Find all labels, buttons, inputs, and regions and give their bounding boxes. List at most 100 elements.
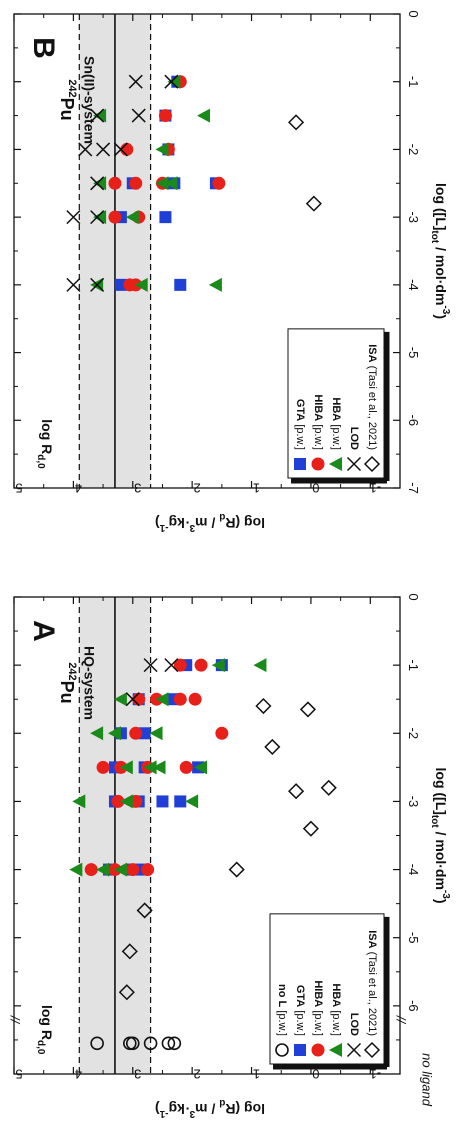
point-x [90, 210, 105, 225]
legend-name: HIBA [312, 980, 324, 1007]
series-hba [69, 658, 267, 877]
y-axis-title-sup2: -1 [159, 522, 168, 533]
series-hiba [84, 658, 229, 877]
panel-letter: A [27, 620, 60, 642]
point-circle [173, 692, 187, 706]
y-tick-label: 1 [253, 480, 260, 495]
point-diamond [299, 701, 317, 718]
point-x [113, 142, 128, 157]
point-x [346, 1042, 362, 1058]
y-axis-title-sub: d [219, 1097, 225, 1108]
y-tick-label: 0 [312, 1066, 319, 1081]
legend-name: GTA [294, 985, 306, 1007]
legend-label: HBA [p.w.] [330, 983, 342, 1036]
x-axis-title-sup: -3 [440, 890, 451, 899]
point-triangle [211, 658, 225, 673]
point-circle [120, 142, 134, 156]
isotope-label: 242Pu [57, 79, 78, 120]
point-square [159, 211, 172, 224]
legend-label: LOD [348, 1013, 360, 1036]
point-triangle [125, 210, 139, 225]
legend-label: HIBA [p.w.] [312, 394, 324, 450]
point-diamond [136, 902, 153, 919]
x-tick-label: -1 [406, 659, 421, 671]
y-tick-label: 3 [134, 480, 141, 495]
legend-note: [p.w.] [330, 1010, 342, 1036]
x-axis-title-close: ) [433, 314, 449, 319]
legend-note: [p.w.] [294, 1010, 306, 1036]
reference-label-sub: d,0 [35, 454, 46, 469]
legend-marker [294, 1044, 306, 1056]
point-circle [141, 863, 155, 877]
point-x [66, 277, 81, 292]
series-lod [66, 74, 179, 292]
point-open-circle [275, 1043, 289, 1057]
point-diamond [118, 984, 135, 1001]
x-axis-title: log ([L]tot / mol·dm-3) [429, 183, 451, 319]
point-circle [215, 726, 229, 740]
point-circle [212, 176, 226, 190]
point-triangle [329, 1043, 342, 1057]
point-diamond [228, 861, 245, 878]
point-triangle [149, 726, 163, 741]
point-x [164, 74, 179, 89]
point-triangle [155, 176, 169, 191]
legend-name: HBA [330, 397, 342, 421]
y-tick-label: -1 [370, 1066, 382, 1081]
x-tick-label: -6 [406, 415, 421, 427]
y-tick-label: -1 [370, 480, 382, 495]
point-triangle [164, 176, 178, 191]
y-axis-title-close: ) [155, 1101, 160, 1117]
y-axis-title-sup2: -1 [159, 1108, 168, 1119]
legend-box [287, 328, 385, 479]
point-diamond [320, 779, 337, 796]
system-label: HQ-system [81, 646, 97, 720]
point-triangle [69, 862, 83, 877]
point-x [128, 74, 143, 89]
legend-marker [329, 1043, 342, 1057]
legend-label: LOD [348, 427, 360, 450]
x-tick-label: -1 [406, 76, 421, 88]
point-open-circle [125, 1036, 140, 1051]
x-tick-label: -7 [406, 482, 421, 494]
legend-name: LOD [348, 1013, 360, 1036]
point-square [138, 727, 151, 740]
point-diamond [255, 697, 272, 715]
series-isa [118, 697, 337, 1001]
point-square [174, 795, 187, 808]
y-axis-title-close: ) [155, 515, 160, 531]
y-tick-label: 4 [75, 1066, 82, 1081]
point-circle [311, 457, 325, 471]
point-triangle [329, 457, 342, 471]
x-axis-title-main: log ([L] [433, 767, 449, 814]
point-triangle [185, 794, 199, 809]
point-circle [311, 1043, 325, 1057]
legend-label: GTA [p.w.] [294, 985, 306, 1036]
point-triangle [167, 74, 181, 89]
x-tick-label: -5 [406, 347, 421, 359]
x-axis-title-main: log ([L] [433, 183, 449, 230]
point-x [90, 176, 105, 191]
point-x [131, 108, 146, 123]
x-tick-label: -2 [406, 144, 421, 156]
point-circle [108, 210, 122, 224]
x-axis-title-sup: -3 [440, 305, 451, 314]
point-diamond [264, 738, 281, 755]
point-square [294, 458, 306, 470]
point-x [143, 658, 158, 673]
y-axis-title-unit: / m [195, 515, 219, 531]
x-tick-label: -5 [406, 932, 421, 944]
reference-label: log Rd,0 [35, 1005, 55, 1055]
point-triangle [113, 862, 127, 877]
point-circle [84, 863, 98, 877]
y-axis-title-main: log (R [225, 515, 265, 531]
point-diamond [288, 114, 305, 131]
y-axis-title: log (Rd / m3·kg-1) [155, 511, 265, 533]
legend-marker [311, 457, 325, 471]
legend-name: ISA [366, 930, 378, 948]
x-tick-label: -3 [406, 211, 421, 223]
series-no-l [90, 1036, 182, 1051]
point-diamond [363, 1041, 381, 1059]
